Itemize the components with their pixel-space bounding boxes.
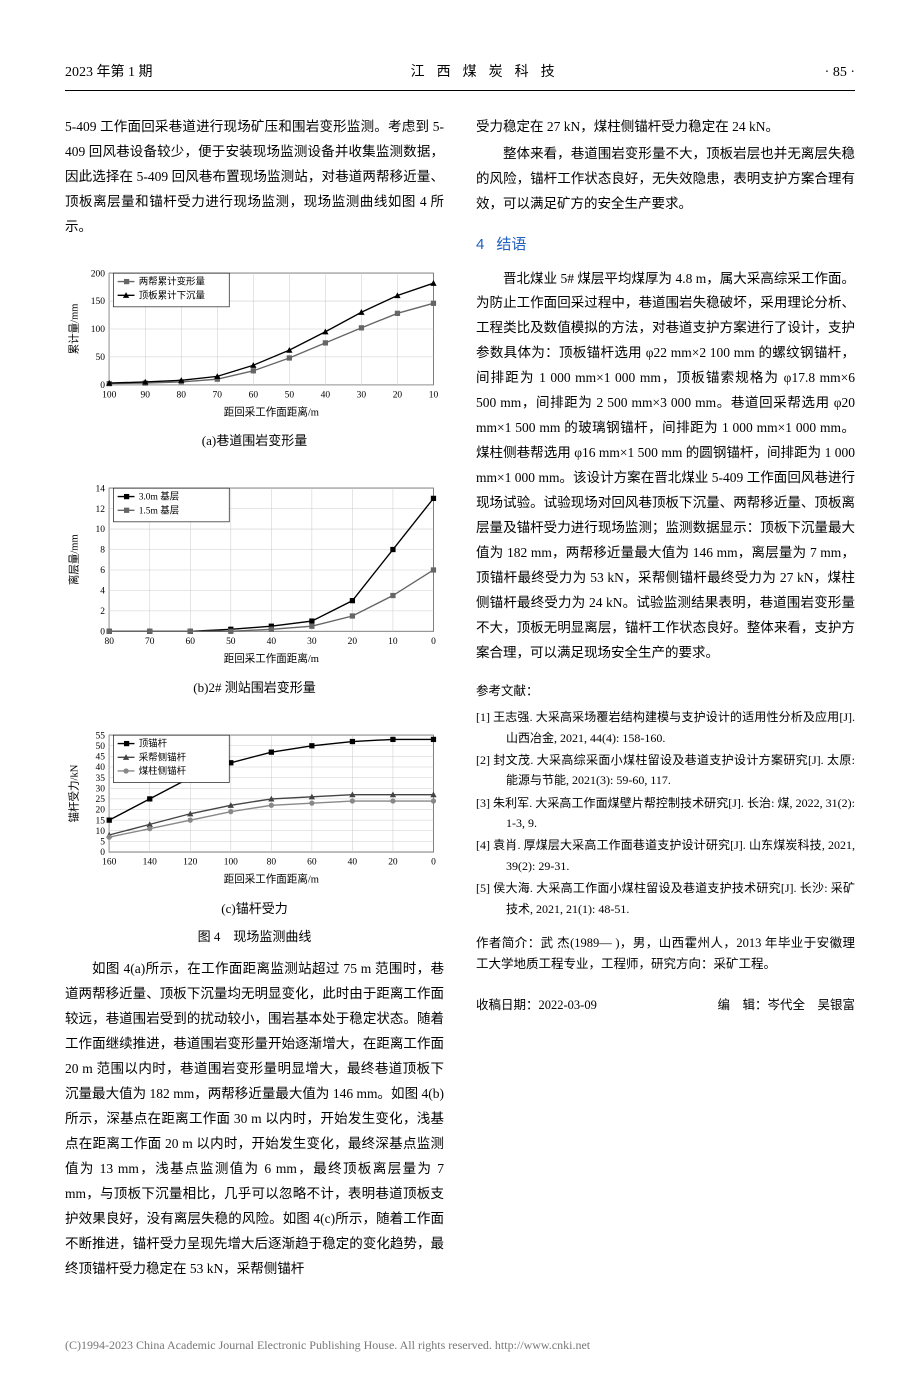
references-label: 参考文献： (476, 680, 855, 703)
svg-text:40: 40 (96, 763, 106, 773)
svg-text:15: 15 (96, 817, 106, 827)
col2-para3: 晋北煤业 5# 煤层平均煤厚为 4.8 m，属大采高综采工作面。为防止工作面回采… (476, 267, 855, 667)
svg-text:140: 140 (143, 858, 157, 868)
col1-para2: 如图 4(a)所示，在工作面距离监测站超过 75 m 范围时，巷道两帮移近量、顶… (65, 957, 444, 1282)
header-left: 2023 年第 1 期 (65, 60, 153, 86)
svg-text:距回采工作面距离/m: 距回采工作面距离/m (224, 405, 320, 418)
section-number: 4 (476, 236, 484, 253)
chart-c-caption: (c)锚杆受力 (65, 897, 444, 921)
references-list: [1] 王志强. 大采高采场覆岩结构建模与支护设计的适用性分析及应用[J]. 山… (476, 707, 855, 919)
svg-text:25: 25 (96, 795, 106, 805)
svg-text:距回采工作面距离/m: 距回采工作面距离/m (224, 652, 320, 665)
chart-b: 0246810121480706050403020100距回采工作面距离/m离层… (65, 465, 444, 665)
svg-text:4: 4 (100, 587, 105, 597)
chart-a: 050100150200100908070605040302010距回采工作面距… (65, 250, 444, 418)
svg-text:70: 70 (213, 390, 223, 400)
reference-item: [3] 朱利军. 大采高工作面煤壁片帮控制技术研究[J]. 长治: 煤, 202… (476, 793, 855, 834)
header-right: · 85 · (825, 60, 855, 86)
svg-text:60: 60 (249, 390, 259, 400)
figure4-title: 图 4 现场监测曲线 (65, 925, 444, 949)
svg-text:30: 30 (357, 390, 367, 400)
svg-text:150: 150 (91, 297, 105, 307)
svg-text:30: 30 (96, 785, 106, 795)
page-footer: (C)1994-2023 China Academic Journal Elec… (65, 1334, 855, 1356)
chart-c: 0510152025303540455055160140120100806040… (65, 712, 444, 886)
svg-text:顶板累计下沉量: 顶板累计下沉量 (139, 289, 206, 301)
svg-text:55: 55 (96, 732, 106, 742)
svg-text:20: 20 (393, 390, 403, 400)
col2-para1: 受力稳定在 27 kN，煤柱侧锚杆受力稳定在 24 kN。 (476, 115, 855, 140)
two-column-layout: 5-409 工作面回采巷道进行现场矿压和围岩变形监测。考虑到 5-409 回风巷… (65, 115, 855, 1284)
svg-text:煤柱侧锚杆: 煤柱侧锚杆 (139, 765, 187, 777)
svg-text:10: 10 (96, 827, 106, 837)
page-header: 2023 年第 1 期 江西煤炭科技 · 85 · (65, 60, 855, 91)
svg-text:0: 0 (431, 637, 436, 647)
reference-item: [5] 侯大海. 大采高工作面小煤柱留设及巷道支护技术研究[J]. 长沙: 采矿… (476, 878, 855, 919)
svg-text:50: 50 (226, 637, 236, 647)
svg-text:80: 80 (104, 637, 114, 647)
reference-item: [2] 封文茂. 大采高综采面小煤柱留设及巷道支护设计方案研究[J]. 太原: … (476, 750, 855, 791)
svg-text:60: 60 (186, 637, 196, 647)
svg-text:锚杆受力/kN: 锚杆受力/kN (68, 764, 81, 822)
svg-text:20: 20 (96, 806, 106, 816)
svg-text:2: 2 (100, 607, 105, 617)
svg-text:12: 12 (96, 505, 106, 515)
svg-text:200: 200 (91, 269, 105, 279)
col2-para2: 整体来看，巷道围岩变形量不大，顶板岩层也并无离层失稳的风险，锚杆工作状态良好，无… (476, 142, 855, 217)
svg-text:90: 90 (141, 390, 151, 400)
svg-text:40: 40 (348, 858, 358, 868)
svg-text:累计量/mm: 累计量/mm (68, 302, 81, 354)
header-center: 江西煤炭科技 (411, 60, 567, 86)
svg-text:0: 0 (431, 858, 436, 868)
svg-text:6: 6 (100, 566, 105, 576)
svg-text:距回采工作面距离/m: 距回采工作面距离/m (224, 873, 320, 886)
svg-text:80: 80 (267, 858, 277, 868)
svg-text:采帮侧锚杆: 采帮侧锚杆 (139, 752, 187, 764)
svg-text:30: 30 (307, 637, 317, 647)
chart-a-caption: (a)巷道围岩变形量 (65, 429, 444, 453)
svg-text:8: 8 (100, 546, 105, 556)
chart-b-caption: (b)2# 测站围岩变形量 (65, 676, 444, 700)
reference-item: [4] 袁肖. 厚煤层大采高工作面巷道支护设计研究[J]. 山东煤炭科技, 20… (476, 835, 855, 876)
svg-text:20: 20 (348, 637, 358, 647)
svg-text:14: 14 (96, 485, 106, 495)
svg-text:80: 80 (177, 390, 187, 400)
svg-text:10: 10 (429, 390, 439, 400)
svg-text:70: 70 (145, 637, 155, 647)
svg-text:顶锚杆: 顶锚杆 (139, 738, 168, 750)
section-text: 结语 (496, 236, 526, 253)
svg-text:10: 10 (388, 637, 398, 647)
right-column: 受力稳定在 27 kN，煤柱侧锚杆受力稳定在 24 kN。 整体来看，巷道围岩变… (476, 115, 855, 1284)
svg-text:离层量/mm: 离层量/mm (68, 534, 81, 586)
svg-text:5: 5 (100, 838, 105, 848)
svg-text:100: 100 (224, 858, 238, 868)
svg-text:10: 10 (96, 525, 106, 535)
col1-para1: 5-409 工作面回采巷道进行现场矿压和围岩变形监测。考虑到 5-409 回风巷… (65, 115, 444, 240)
svg-text:45: 45 (96, 753, 106, 763)
svg-text:50: 50 (96, 742, 106, 752)
section-4-title: 4 结语 (476, 231, 855, 259)
date-editor-row: 收稿日期：2022-03-09 编 辑：岑代全 吴银富 (476, 994, 855, 1017)
svg-text:50: 50 (285, 390, 295, 400)
reference-item: [1] 王志强. 大采高采场覆岩结构建模与支护设计的适用性分析及应用[J]. 山… (476, 707, 855, 748)
svg-text:35: 35 (96, 774, 106, 784)
svg-text:20: 20 (388, 858, 398, 868)
svg-text:两帮累计变形量: 两帮累计变形量 (139, 275, 206, 287)
submission-date: 收稿日期：2022-03-09 (476, 994, 597, 1017)
svg-text:100: 100 (91, 325, 105, 335)
left-column: 5-409 工作面回采巷道进行现场矿压和围岩变形监测。考虑到 5-409 回风巷… (65, 115, 444, 1284)
svg-text:120: 120 (183, 858, 197, 868)
svg-text:50: 50 (96, 353, 106, 363)
svg-text:100: 100 (102, 390, 116, 400)
svg-text:3.0m 基层: 3.0m 基层 (139, 491, 180, 503)
svg-text:60: 60 (307, 858, 317, 868)
author-info: 作者简介：武 杰(1989— )，男，山西霍州人，2013 年毕业于安徽理工大学… (476, 933, 855, 976)
svg-text:1.5m 基层: 1.5m 基层 (139, 505, 180, 517)
svg-text:40: 40 (267, 637, 277, 647)
svg-text:160: 160 (102, 858, 116, 868)
svg-text:40: 40 (321, 390, 331, 400)
editor-info: 编 辑：岑代全 吴银富 (717, 994, 855, 1017)
